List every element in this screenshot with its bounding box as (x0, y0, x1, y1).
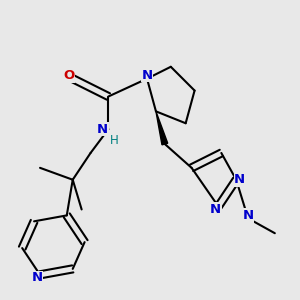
Text: N: N (234, 173, 245, 186)
Text: N: N (242, 209, 253, 222)
Polygon shape (156, 111, 168, 145)
Text: N: N (210, 203, 221, 216)
Text: N: N (97, 123, 108, 136)
Text: N: N (32, 271, 43, 284)
Text: O: O (63, 69, 74, 82)
Text: H: H (110, 134, 119, 147)
Text: N: N (142, 69, 153, 82)
